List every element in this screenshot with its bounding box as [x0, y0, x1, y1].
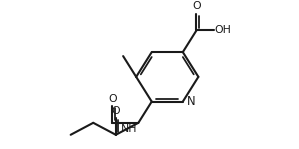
- Text: O: O: [192, 1, 201, 11]
- Text: OH: OH: [215, 25, 232, 35]
- Text: O: O: [112, 106, 120, 116]
- Text: O: O: [108, 94, 117, 104]
- Text: N: N: [187, 95, 195, 108]
- Text: NH: NH: [121, 124, 137, 134]
